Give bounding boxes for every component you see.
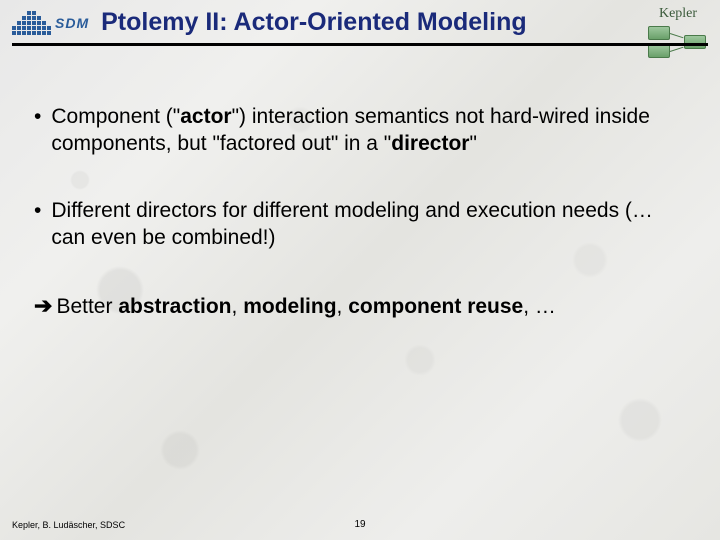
- conclusion-text: Better abstraction, modeling, component …: [56, 295, 555, 318]
- conclusion-line: ➔Better abstraction, modeling, component…: [34, 292, 686, 321]
- sdm-logo-grid: [12, 11, 51, 35]
- sdm-logo: SDM: [12, 11, 89, 35]
- bullet-marker: •: [34, 104, 41, 158]
- footer-page-number: 19: [354, 519, 365, 530]
- bullet-item: •Component ("actor") interaction semanti…: [34, 104, 686, 158]
- slide-header: SDM Ptolemy II: Actor-Oriented Modeling …: [0, 0, 720, 43]
- footer-credit: Kepler, B. Ludäscher, SDSC: [12, 520, 125, 530]
- arrow-icon: ➔: [34, 293, 52, 318]
- slide-title: Ptolemy II: Actor-Oriented Modeling: [101, 8, 527, 37]
- slide-body: •Component ("actor") interaction semanti…: [0, 46, 720, 320]
- bullet-item: •Different directors for different model…: [34, 198, 686, 252]
- bullet-text: Component ("actor") interaction semantic…: [51, 104, 686, 158]
- bullet-text: Different directors for different modeli…: [51, 198, 686, 252]
- kepler-logo-text: Kepler: [659, 6, 697, 22]
- sdm-logo-text: SDM: [55, 15, 89, 31]
- bullet-marker: •: [34, 198, 41, 252]
